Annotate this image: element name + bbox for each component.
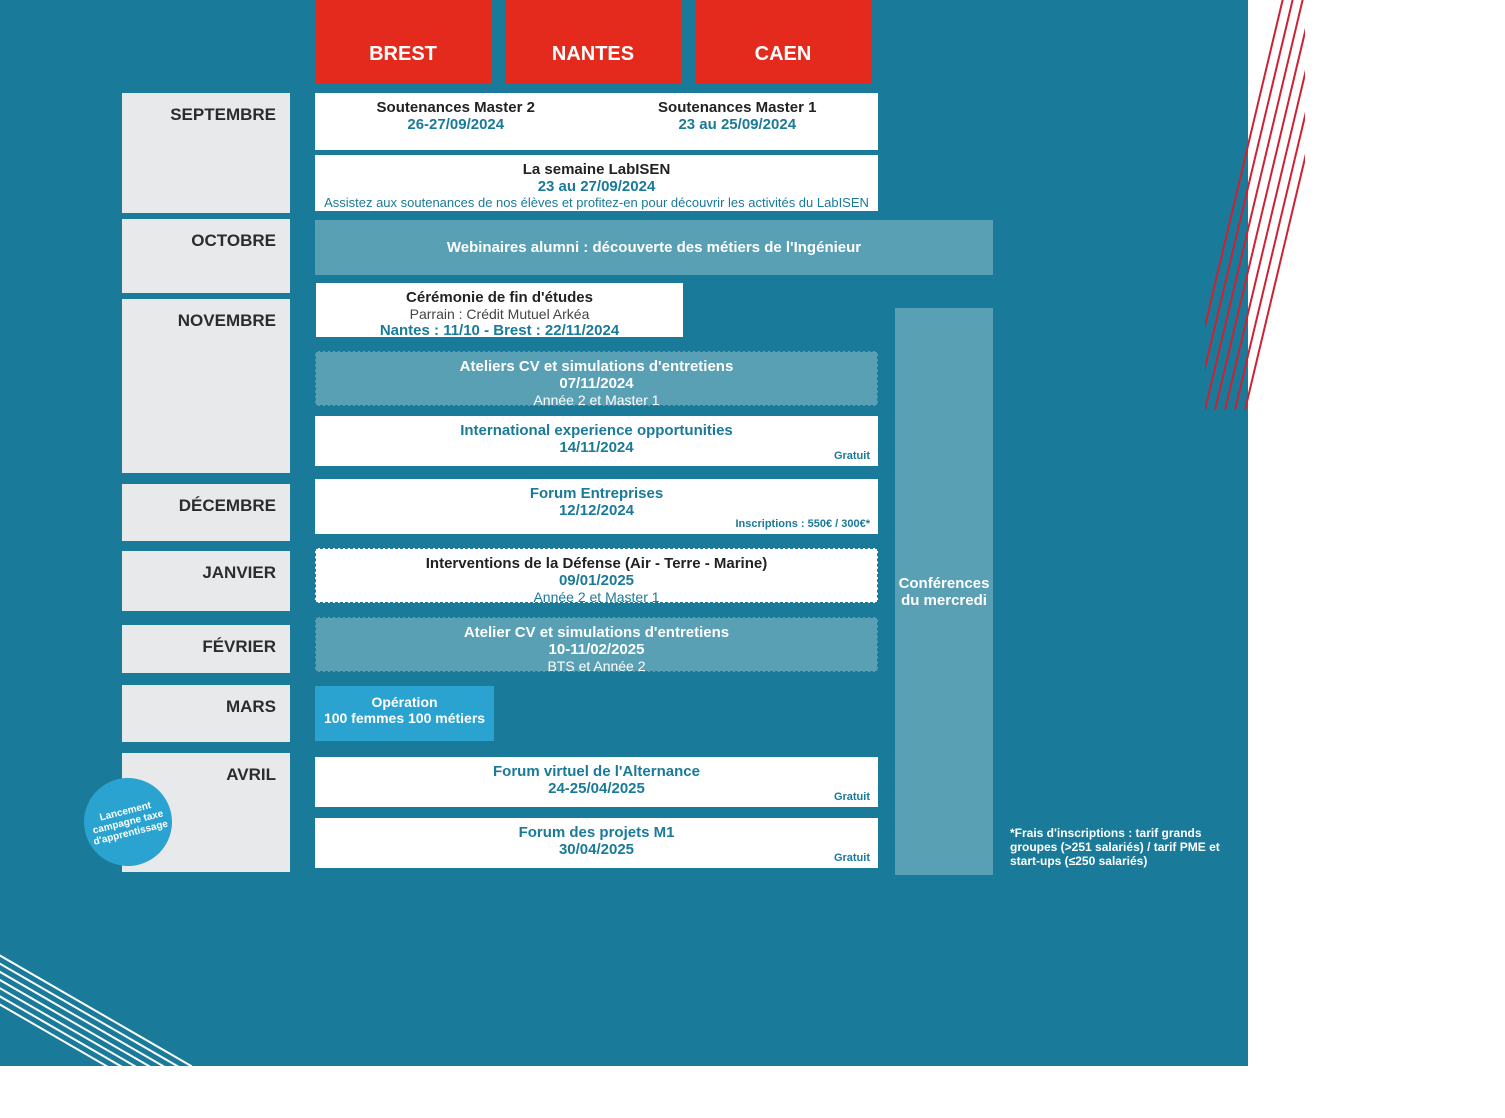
- event-audience: BTS et Année 2: [316, 658, 877, 674]
- month-mars: MARS: [122, 685, 290, 742]
- event-line2: 100 femmes 100 métiers: [323, 710, 486, 726]
- event-ceremonie: Cérémonie de fin d'études Parrain : Créd…: [315, 282, 684, 338]
- event-date: 10-11/02/2025: [316, 641, 877, 658]
- event-title: Ateliers CV et simulations d'entretiens: [316, 358, 877, 375]
- event-date: 23 au 27/09/2024: [315, 178, 878, 195]
- event-international: International experience opportunities 1…: [315, 416, 878, 466]
- event-soutenances: Soutenances Master 2 26-27/09/2024 Soute…: [315, 93, 878, 150]
- event-webinaires: Webinaires alumni : découverte des métie…: [315, 220, 993, 275]
- event-title: Atelier CV et simulations d'entretiens: [316, 624, 877, 641]
- event-title: Forum virtuel de l'Alternance: [315, 763, 878, 780]
- event-date: 24-25/04/2025: [315, 780, 878, 797]
- event-tag: Gratuit: [834, 450, 870, 462]
- event-audience: Année 2 et Master 1: [316, 392, 877, 408]
- city-headers: BREST NANTES CAEN: [315, 0, 871, 84]
- event-date: 26-27/09/2024: [315, 116, 597, 133]
- event-title: La semaine LabISEN: [315, 161, 878, 178]
- stripes-top-right: [1205, 0, 1305, 410]
- event-date: 14/11/2024: [315, 439, 878, 456]
- month-fevrier: FÉVRIER: [122, 625, 290, 673]
- month-novembre: NOVEMBRE: [122, 299, 290, 473]
- month-decembre: DÉCEMBRE: [122, 484, 290, 541]
- event-tag: Gratuit: [834, 791, 870, 803]
- footnote: *Frais d'inscriptions : tarif grands gro…: [1010, 826, 1230, 868]
- event-operation: Opération 100 femmes 100 métiers: [315, 686, 494, 741]
- event-date: Nantes : 11/10 - Brest : 22/11/2024: [316, 322, 683, 339]
- event-date: 09/01/2025: [316, 572, 877, 589]
- event-date: 30/04/2025: [315, 841, 878, 858]
- event-ateliers-cv-nov: Ateliers CV et simulations d'entretiens …: [315, 351, 878, 406]
- event-date: 23 au 25/09/2024: [597, 116, 879, 133]
- event-title: Webinaires alumni : découverte des métie…: [447, 239, 861, 256]
- event-title: Soutenances Master 1: [597, 99, 879, 116]
- months-column: SEPTEMBRE OCTOBRE NOVEMBRE DÉCEMBRE JANV…: [122, 93, 290, 872]
- city-nantes: NANTES: [505, 0, 681, 84]
- event-title: Forum des projets M1: [315, 824, 878, 841]
- event-title: Interventions de la Défense (Air - Terre…: [316, 555, 877, 572]
- event-line1: Opération: [323, 694, 486, 710]
- month-janvier: JANVIER: [122, 551, 290, 611]
- city-brest: BREST: [315, 0, 491, 84]
- event-sub: Assistez aux soutenances de nos élèves e…: [315, 195, 878, 210]
- event-forum-entreprises: Forum Entreprises 12/12/2024 Inscription…: [315, 479, 878, 534]
- event-ateliers-cv-fev: Atelier CV et simulations d'entretiens 1…: [315, 617, 878, 672]
- month-octobre: OCTOBRE: [122, 219, 290, 293]
- event-date: 07/11/2024: [316, 375, 877, 392]
- event-sub: Parrain : Crédit Mutuel Arkéa: [316, 306, 683, 322]
- month-septembre: SEPTEMBRE: [122, 93, 290, 213]
- event-forum-alternance: Forum virtuel de l'Alternance 24-25/04/2…: [315, 757, 878, 807]
- event-tag: Inscriptions : 550€ / 300€*: [735, 518, 870, 530]
- event-title: Cérémonie de fin d'études: [316, 289, 683, 306]
- event-title: Forum Entreprises: [315, 485, 878, 502]
- event-title: Soutenances Master 2: [315, 99, 597, 116]
- event-date: 12/12/2024: [315, 502, 878, 519]
- event-audience: Année 2 et Master 1: [316, 589, 877, 605]
- conferences-mercredi: Conférences du mercredi: [895, 308, 993, 875]
- event-defense: Interventions de la Défense (Air - Terre…: [315, 548, 878, 603]
- event-tag: Gratuit: [834, 852, 870, 864]
- city-caen: CAEN: [695, 0, 871, 84]
- event-title: International experience opportunities: [315, 422, 878, 439]
- event-labisen: La semaine LabISEN 23 au 27/09/2024 Assi…: [315, 155, 878, 211]
- event-forum-m1: Forum des projets M1 30/04/2025 Gratuit: [315, 818, 878, 868]
